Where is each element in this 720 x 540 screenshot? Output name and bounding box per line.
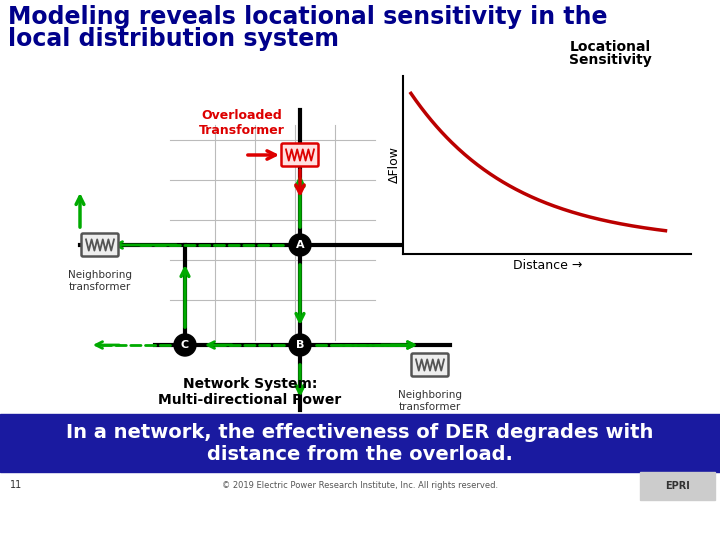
Circle shape — [289, 334, 311, 356]
Text: Network System:
Multi-directional Power: Network System: Multi-directional Power — [158, 377, 341, 407]
Text: EPRI: EPRI — [665, 481, 689, 491]
Text: Sensitivity: Sensitivity — [569, 53, 652, 67]
Text: Modeling reveals locational sensitivity in the: Modeling reveals locational sensitivity … — [8, 5, 608, 29]
Text: A: A — [296, 240, 305, 250]
X-axis label: Distance →: Distance → — [513, 259, 582, 272]
Text: local distribution system: local distribution system — [8, 27, 339, 51]
Text: B: B — [296, 340, 304, 350]
Text: DER energy disperses
from points A, B and C: DER energy disperses from points A, B an… — [468, 181, 609, 209]
Circle shape — [174, 334, 196, 356]
Bar — [640, 472, 715, 500]
FancyBboxPatch shape — [412, 354, 449, 376]
Text: Locational: Locational — [570, 40, 651, 54]
Text: Overloaded
Transformer: Overloaded Transformer — [199, 109, 285, 137]
FancyBboxPatch shape — [282, 144, 318, 166]
Y-axis label: ΔFlow: ΔFlow — [387, 146, 400, 183]
Text: 11: 11 — [10, 480, 22, 490]
Text: Neighboring
transformer: Neighboring transformer — [398, 390, 462, 411]
FancyBboxPatch shape — [81, 233, 119, 256]
Text: Neighboring
transformer: Neighboring transformer — [68, 270, 132, 292]
Circle shape — [289, 234, 311, 256]
Text: In a network, the effectiveness of DER degrades with
distance from the overload.: In a network, the effectiveness of DER d… — [66, 422, 654, 463]
Bar — [0, 414, 720, 472]
Text: © 2019 Electric Power Research Institute, Inc. All rights reserved.: © 2019 Electric Power Research Institute… — [222, 481, 498, 489]
Text: C: C — [181, 340, 189, 350]
